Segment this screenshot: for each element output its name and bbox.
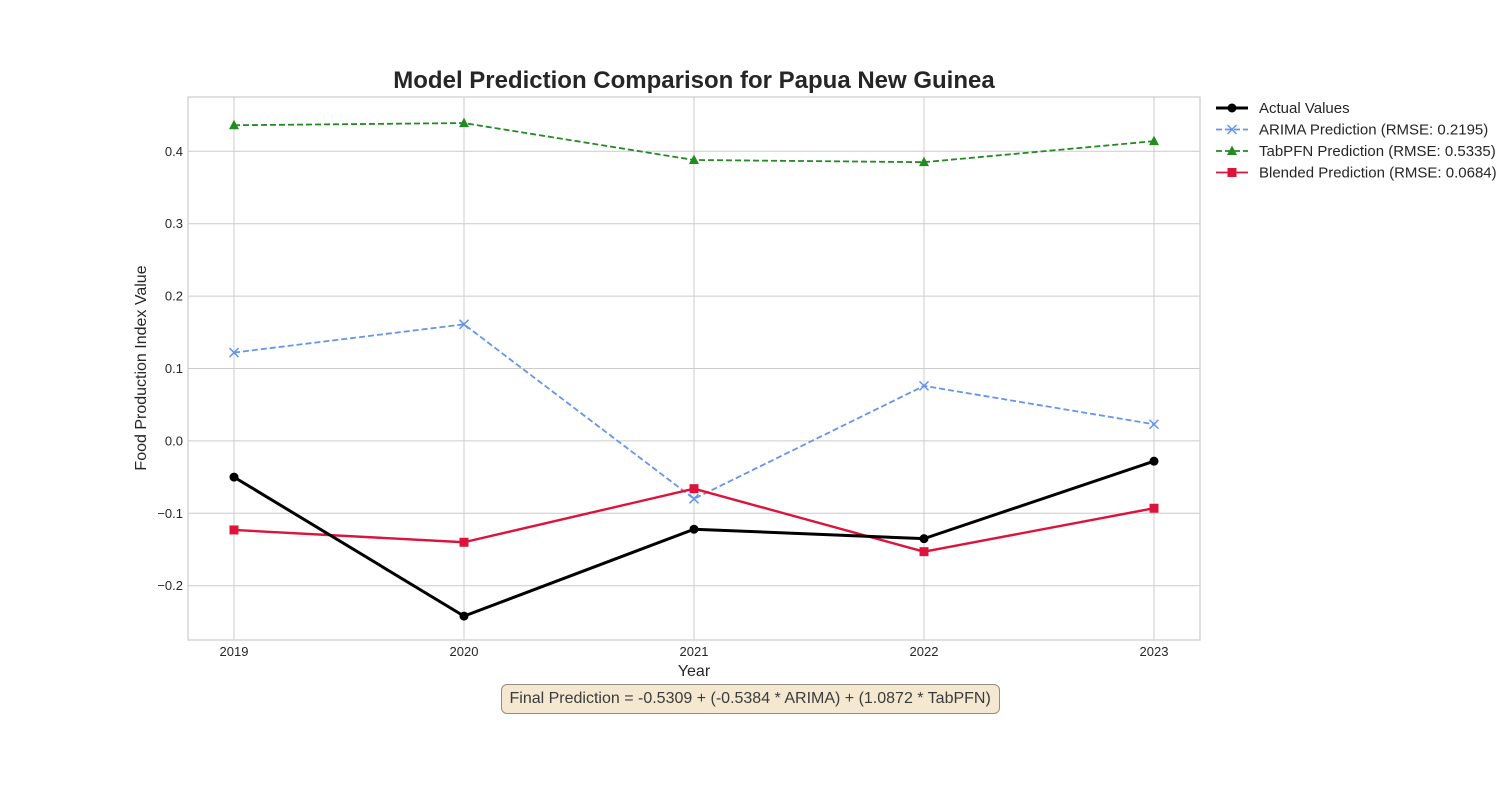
data-point	[919, 547, 929, 557]
x-marker-stroke	[688, 493, 700, 504]
x-axis-label: Year	[678, 663, 711, 680]
series-line	[233, 323, 1155, 500]
x-tick-label: 2022	[910, 644, 939, 659]
data-point	[1149, 456, 1159, 466]
x-tick-label: 2020	[450, 644, 479, 659]
y-axis-ticks: −0.2 −0.1 0.0 0.1 0.2 0.3 0.4	[157, 144, 183, 593]
data-point	[459, 611, 469, 621]
y-tick-label: 0.4	[165, 144, 183, 159]
data-point	[919, 156, 929, 167]
legend-label: Blended Prediction (RMSE: 0.0684)	[1259, 165, 1497, 182]
x-marker-stroke	[228, 347, 240, 358]
legend: Actual Values ARIMA Prediction (RMSE: 0.2…	[1216, 100, 1497, 182]
y-tick-label: 0.3	[165, 216, 183, 231]
data-point	[1149, 503, 1159, 513]
legend-item: ARIMA Prediction (RMSE: 0.2195)	[1216, 122, 1488, 139]
data-point	[1149, 135, 1159, 146]
y-tick-label: 0.0	[165, 433, 183, 448]
data-point	[918, 380, 930, 391]
data-point	[458, 319, 470, 330]
legend-marker	[1226, 124, 1238, 135]
y-tick-label: −0.2	[157, 578, 183, 593]
x-marker-stroke	[918, 380, 930, 391]
data-point	[688, 493, 700, 504]
chart-title: Model Prediction Comparison for Papua Ne…	[393, 67, 995, 94]
series-2	[229, 117, 1159, 167]
series-1	[228, 319, 1160, 504]
data-point	[919, 534, 929, 544]
data-point	[229, 119, 239, 130]
x-axis-ticks: 2019 2020 2021 2022 2023	[220, 644, 1169, 659]
grid	[188, 97, 1200, 640]
plot-frame	[187, 96, 1201, 641]
data-point	[228, 347, 240, 358]
data-point	[459, 537, 469, 547]
series-3	[229, 484, 1159, 557]
x-tick-label: 2023	[1140, 644, 1169, 659]
legend-label: TabPFN Prediction (RMSE: 0.5335)	[1259, 143, 1496, 160]
legend-marker	[1227, 145, 1237, 155]
legend-item: Blended Prediction (RMSE: 0.0684)	[1216, 165, 1497, 182]
x-marker-stroke	[1148, 419, 1160, 430]
x-marker-stroke	[458, 319, 470, 330]
data-point	[459, 117, 469, 128]
data-point	[1148, 419, 1160, 430]
legend-marker	[1227, 103, 1237, 113]
y-tick-label: −0.1	[157, 506, 183, 521]
formula-annotation: Final Prediction = -0.5309 + (-0.5384 * …	[500, 684, 1000, 714]
x-tick-label: 2019	[220, 644, 249, 659]
legend-label: ARIMA Prediction (RMSE: 0.2195)	[1259, 122, 1488, 139]
data-point	[229, 472, 239, 482]
legend-item: TabPFN Prediction (RMSE: 0.5335)	[1216, 143, 1496, 160]
data-point	[689, 484, 699, 494]
y-axis-label: Food Production Index Value	[133, 265, 150, 470]
data-point	[229, 525, 239, 535]
data-point	[689, 524, 699, 534]
x-tick-label: 2021	[680, 644, 709, 659]
legend-label: Actual Values	[1259, 100, 1350, 117]
legend-marker	[1227, 168, 1237, 177]
series-layer	[228, 117, 1160, 621]
x-marker-stroke	[1226, 124, 1238, 135]
legend-item: Actual Values	[1216, 100, 1350, 117]
y-tick-label: 0.1	[165, 361, 183, 376]
y-tick-label: 0.2	[165, 289, 183, 304]
data-point	[689, 154, 699, 164]
series-0	[229, 456, 1159, 621]
